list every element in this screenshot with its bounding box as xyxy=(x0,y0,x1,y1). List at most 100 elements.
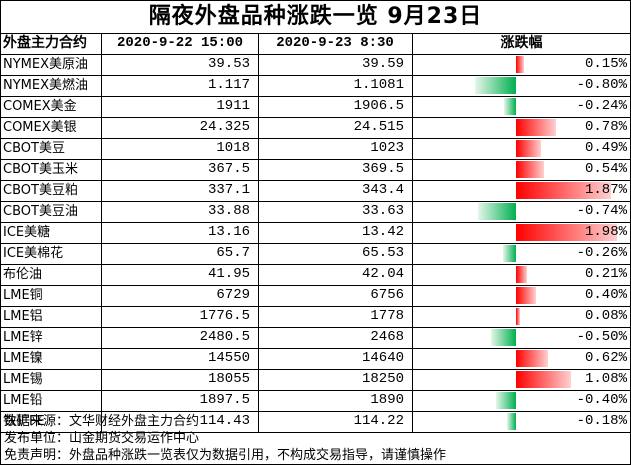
curr-price: 369.5 xyxy=(361,161,404,177)
change-percent: 0.62% xyxy=(584,350,627,366)
column-header: 涨跌幅 xyxy=(500,35,543,51)
commodity-name: LME铝 xyxy=(3,309,43,324)
column-header: 外盘主力合约 xyxy=(3,35,87,51)
column-header: 2020-9-23 8:30 xyxy=(276,35,394,51)
row-divider xyxy=(0,117,631,118)
change-bar xyxy=(475,77,516,94)
change-percent: 1.87% xyxy=(584,182,627,198)
change-percent: -0.40% xyxy=(576,392,627,408)
prev-price: 13.16 xyxy=(207,224,250,240)
curr-price: 1023 xyxy=(370,140,404,156)
change-percent: -0.80% xyxy=(576,77,627,93)
change-percent: 0.08% xyxy=(584,308,627,324)
commodity-name: NYMEX美燃油 xyxy=(3,78,89,93)
commodity-name: LME锡 xyxy=(3,372,43,387)
prev-price: 1776.5 xyxy=(199,308,250,324)
change-bar xyxy=(490,329,516,346)
row-divider xyxy=(0,306,631,307)
curr-price: 42.04 xyxy=(361,266,404,282)
table-title: 隔夜外盘品种涨跌一览 9月23日 xyxy=(148,4,483,29)
curr-price: 6756 xyxy=(370,287,404,303)
change-percent: -0.26% xyxy=(576,245,627,261)
change-bar xyxy=(516,350,548,367)
change-percent: -0.18% xyxy=(576,413,627,429)
commodity-name: CBOT美玉米 xyxy=(3,162,78,177)
commodity-name: LME锌 xyxy=(3,330,43,345)
curr-price: 24.515 xyxy=(353,119,404,135)
change-bar xyxy=(506,413,516,430)
curr-price: 33.63 xyxy=(361,203,404,219)
column-header: 2020-9-22 15:00 xyxy=(116,35,244,51)
commodity-name: 布伦油 xyxy=(3,267,43,282)
change-bar xyxy=(516,224,617,241)
prev-price: 65.7 xyxy=(216,245,250,261)
prev-price: 24.325 xyxy=(199,119,250,135)
commodity-name: CBOT美豆粕 xyxy=(3,183,78,198)
commodity-name: NYMEX美原油 xyxy=(3,57,89,72)
change-percent: 0.54% xyxy=(584,161,627,177)
commodity-name: CBOT美豆油 xyxy=(3,204,78,219)
change-percent: 0.40% xyxy=(584,287,627,303)
prev-price: 18055 xyxy=(207,371,250,387)
change-percent: 0.15% xyxy=(584,56,627,72)
row-divider xyxy=(0,96,631,97)
commodity-name: COMEX美银 xyxy=(3,120,77,135)
change-percent: -0.24% xyxy=(576,98,627,114)
row-divider xyxy=(0,75,631,76)
curr-price: 1778 xyxy=(370,308,404,324)
change-percent: 1.98% xyxy=(584,224,627,240)
commodity-name: COMEX美金 xyxy=(3,99,77,114)
prev-price: 1897.5 xyxy=(199,392,250,408)
prev-price: 2480.5 xyxy=(199,329,250,345)
change-bar xyxy=(503,98,516,115)
row-divider xyxy=(0,411,631,412)
change-bar xyxy=(516,119,556,136)
commodity-name: ICE美棉花 xyxy=(3,246,64,261)
prev-price: 41.95 xyxy=(207,266,250,282)
change-bar xyxy=(516,182,612,199)
row-divider xyxy=(0,285,631,286)
prev-price: 6729 xyxy=(216,287,250,303)
prev-price: 39.53 xyxy=(207,56,250,72)
prev-price: 1018 xyxy=(216,140,250,156)
row-divider xyxy=(0,243,631,244)
prev-price: 14550 xyxy=(207,350,250,366)
column-divider xyxy=(412,33,413,432)
commodity-name: LME铅 xyxy=(3,393,43,408)
curr-price: 1.1081 xyxy=(353,77,404,93)
prev-price: 1911 xyxy=(216,98,250,114)
row-divider xyxy=(0,432,631,433)
change-percent: 1.08% xyxy=(584,371,627,387)
footer-publisher: 发布单位：山金期货交易运作中心 xyxy=(4,431,200,446)
change-bar xyxy=(478,203,516,220)
curr-price: 343.4 xyxy=(361,182,404,198)
row-divider xyxy=(0,369,631,370)
commodity-name: LME镍 xyxy=(3,351,43,366)
row-divider xyxy=(0,348,631,349)
curr-price: 2468 xyxy=(370,329,404,345)
change-bar xyxy=(516,371,572,388)
curr-price: 1906.5 xyxy=(353,98,404,114)
row-divider xyxy=(0,54,631,55)
curr-price: 18250 xyxy=(361,371,404,387)
row-divider xyxy=(0,33,631,34)
commodity-name: LME铜 xyxy=(3,288,43,303)
prev-price: 33.88 xyxy=(207,203,250,219)
change-percent: 0.78% xyxy=(584,119,627,135)
prev-price: 337.1 xyxy=(207,182,250,198)
curr-price: 1890 xyxy=(370,392,404,408)
change-bar xyxy=(516,308,521,325)
prev-price: 114.43 xyxy=(199,413,250,429)
change-percent: -0.50% xyxy=(576,329,627,345)
row-divider xyxy=(0,201,631,202)
commodity-name: CBOT美豆 xyxy=(3,141,65,156)
change-bar xyxy=(516,140,541,157)
curr-price: 65.53 xyxy=(361,245,404,261)
footer-source: 数据来源：文华财经外盘主力合约 xyxy=(4,414,200,429)
change-bar xyxy=(516,266,527,283)
change-bar xyxy=(516,161,544,178)
footer-disclaimer: 免责声明：外盘品种涨跌一览表仅为数据引用，不构成交易指导，请谨慎操作 xyxy=(4,448,447,463)
commodity-name: ICE美糖 xyxy=(3,225,51,240)
change-bar xyxy=(516,56,524,73)
curr-price: 39.59 xyxy=(361,56,404,72)
